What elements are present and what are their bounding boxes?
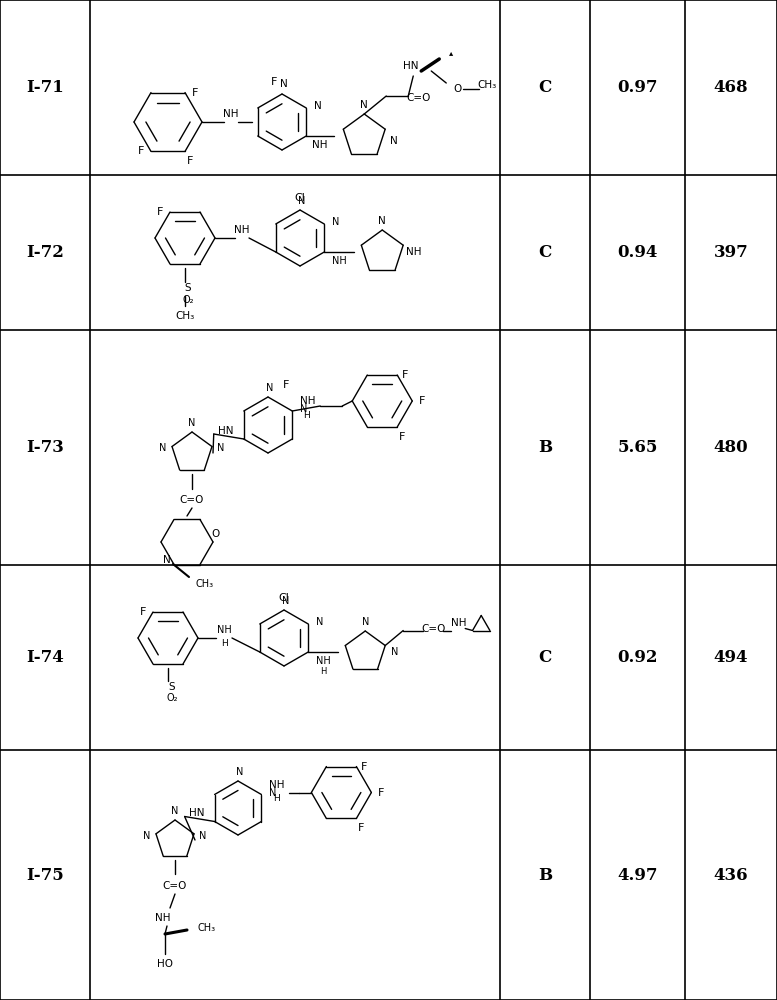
Text: CH₃: CH₃ xyxy=(478,80,497,90)
Text: NH: NH xyxy=(301,396,316,406)
Text: N: N xyxy=(269,788,276,798)
Text: N: N xyxy=(143,831,151,841)
Text: NH: NH xyxy=(269,780,284,790)
Text: H: H xyxy=(221,639,228,648)
Text: N: N xyxy=(315,101,322,111)
Text: S: S xyxy=(185,283,191,293)
Text: O: O xyxy=(211,529,219,539)
Text: H: H xyxy=(303,410,309,420)
Text: B: B xyxy=(538,439,552,456)
Text: CH₃: CH₃ xyxy=(176,311,194,321)
Text: N: N xyxy=(188,418,196,428)
Text: 0.92: 0.92 xyxy=(617,649,658,666)
Text: NH: NH xyxy=(155,913,171,923)
Text: N: N xyxy=(280,79,287,89)
Text: I-74: I-74 xyxy=(26,649,64,666)
Text: F: F xyxy=(138,146,145,156)
Text: NH: NH xyxy=(316,656,331,666)
Text: N: N xyxy=(282,596,290,606)
Text: HO: HO xyxy=(157,959,173,969)
Text: N: N xyxy=(171,806,179,816)
Text: NH: NH xyxy=(223,109,239,119)
Text: N: N xyxy=(361,617,369,627)
Text: F: F xyxy=(402,370,409,380)
Text: I-72: I-72 xyxy=(26,244,64,261)
Text: N: N xyxy=(332,217,339,227)
Text: F: F xyxy=(186,156,193,166)
Text: F: F xyxy=(399,432,406,442)
Text: F: F xyxy=(378,788,385,798)
Text: F: F xyxy=(192,88,198,98)
Text: 436: 436 xyxy=(714,866,748,884)
Text: C: C xyxy=(538,79,552,96)
Text: N: N xyxy=(236,767,244,777)
Text: N: N xyxy=(159,443,167,453)
Text: C=O: C=O xyxy=(421,624,445,634)
Text: Cl: Cl xyxy=(279,593,290,603)
Text: F: F xyxy=(271,77,277,87)
Text: NH: NH xyxy=(234,225,249,235)
Text: NH: NH xyxy=(451,618,467,628)
Text: O₂: O₂ xyxy=(183,295,193,305)
Text: F: F xyxy=(140,607,146,617)
Text: 494: 494 xyxy=(714,649,748,666)
Text: I-71: I-71 xyxy=(26,79,64,96)
Text: N: N xyxy=(361,100,368,110)
Text: C=O: C=O xyxy=(406,93,430,103)
Text: NH: NH xyxy=(332,256,347,266)
Text: C=O: C=O xyxy=(179,495,204,505)
Text: O₂: O₂ xyxy=(166,693,178,703)
Text: F: F xyxy=(358,823,364,833)
Text: HN: HN xyxy=(403,61,419,71)
Text: H: H xyxy=(320,668,326,676)
Text: N: N xyxy=(378,216,386,226)
Text: 4.97: 4.97 xyxy=(617,866,658,884)
Text: 0.97: 0.97 xyxy=(617,79,658,96)
Text: F: F xyxy=(157,207,163,217)
Text: N: N xyxy=(390,136,398,146)
Text: 0.94: 0.94 xyxy=(617,244,657,261)
Text: N: N xyxy=(163,555,171,565)
Text: NH: NH xyxy=(217,625,232,635)
Text: 5.65: 5.65 xyxy=(617,439,657,456)
Text: HN: HN xyxy=(218,426,234,436)
Text: N: N xyxy=(298,196,305,206)
Text: H: H xyxy=(273,794,280,803)
Text: I-73: I-73 xyxy=(26,439,64,456)
Text: N: N xyxy=(267,383,274,393)
Text: S: S xyxy=(169,682,176,692)
Text: NH: NH xyxy=(406,247,422,257)
Text: C=O: C=O xyxy=(163,881,187,891)
Text: NH: NH xyxy=(312,140,328,150)
Text: 480: 480 xyxy=(714,439,748,456)
Text: ▴: ▴ xyxy=(449,48,453,57)
Text: N: N xyxy=(300,404,307,414)
Text: F: F xyxy=(283,380,289,390)
Text: Cl: Cl xyxy=(294,193,305,203)
Text: C: C xyxy=(538,649,552,666)
Text: N: N xyxy=(391,647,398,657)
Text: B: B xyxy=(538,866,552,884)
Text: C: C xyxy=(538,244,552,261)
Text: N: N xyxy=(218,443,225,453)
Text: N: N xyxy=(200,831,207,841)
Text: F: F xyxy=(419,396,426,406)
Text: 397: 397 xyxy=(713,244,748,261)
Text: CH₃: CH₃ xyxy=(197,923,215,933)
Text: CH₃: CH₃ xyxy=(195,579,213,589)
Text: O: O xyxy=(453,84,462,94)
Text: F: F xyxy=(361,762,368,772)
Text: I-75: I-75 xyxy=(26,866,64,884)
Text: HN: HN xyxy=(189,808,204,818)
Text: 468: 468 xyxy=(714,79,748,96)
Text: N: N xyxy=(315,617,323,627)
